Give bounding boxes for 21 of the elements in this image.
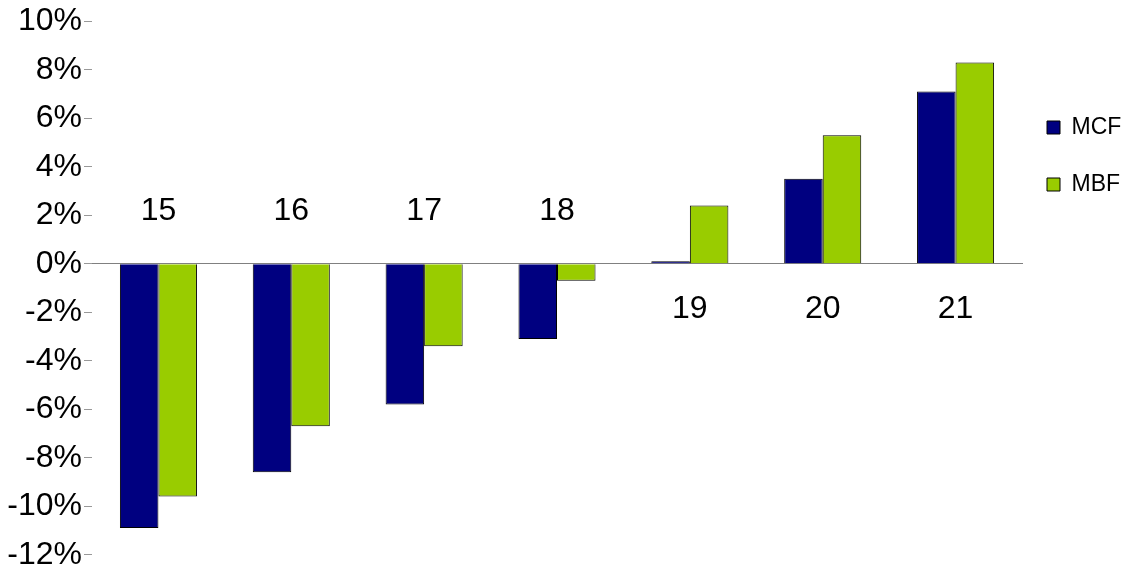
y-tick-label: 2% bbox=[35, 195, 82, 232]
y-tick-label: 6% bbox=[35, 98, 82, 135]
y-tick-label: -8% bbox=[25, 437, 82, 474]
x-tick-label: 15 bbox=[140, 190, 177, 227]
y-tick-label: 10% bbox=[17, 1, 82, 38]
x-tick-label: 21 bbox=[937, 288, 974, 325]
y-tick-label: 4% bbox=[35, 146, 82, 183]
x-tick-label: 16 bbox=[273, 190, 310, 227]
y-tick-label: 0% bbox=[35, 243, 82, 280]
x-tick-label: 19 bbox=[672, 288, 708, 325]
y-tick-label: 8% bbox=[35, 49, 82, 86]
x-tick-label: 20 bbox=[804, 288, 841, 325]
y-tick-label: -2% bbox=[25, 292, 82, 329]
x-tick-label: 18 bbox=[539, 190, 575, 227]
y-tick-label: -12% bbox=[7, 534, 82, 571]
y-tick-label: -4% bbox=[25, 340, 82, 377]
legend-label: MCF bbox=[1071, 112, 1122, 139]
y-tick-label: -10% bbox=[7, 486, 82, 523]
legend-label: MBF bbox=[1071, 169, 1121, 196]
y-tick-label: -6% bbox=[25, 389, 82, 426]
x-tick-label: 17 bbox=[406, 190, 442, 227]
